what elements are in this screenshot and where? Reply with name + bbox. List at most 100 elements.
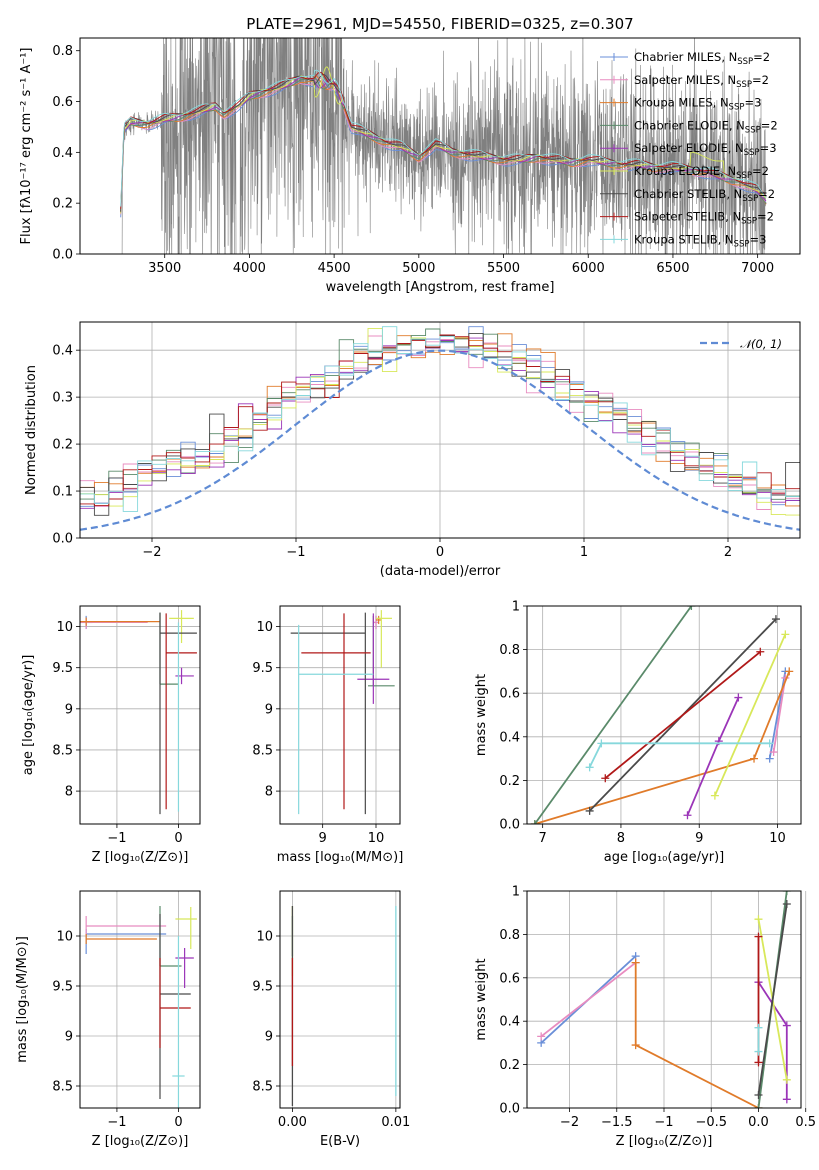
legend-label: Kroupa MILES, NSSP=3 <box>634 96 761 113</box>
weight-marker <box>754 1047 763 1056</box>
legend-suffix: =2 <box>752 164 769 178</box>
weight-marker <box>585 806 594 815</box>
x-tick-label: 4500 <box>318 261 351 276</box>
legend-label: Chabrier ELODIE, NSSP=2 <box>634 118 778 135</box>
x-tick-label: −1 <box>107 831 126 846</box>
x-axis-label: Z [log₁₀(Z/Z⊙)] <box>92 850 189 865</box>
axes-layer: 7 8 9 10 0.0 0.2 0.4 0.6 0.8 1 age [log₁₀(age/yr)]… <box>474 600 802 865</box>
x-tick-label: 10 <box>368 831 385 846</box>
x-tick-label: 9 <box>695 831 703 846</box>
errorbar-5 <box>376 610 392 668</box>
axes-frame <box>279 890 401 1109</box>
weight-marker <box>754 915 763 924</box>
plot-layer <box>85 906 197 1108</box>
y-axis-label: mass weight <box>474 958 489 1040</box>
errorbar-7 <box>301 613 371 810</box>
x-tick-label: 0 <box>174 1115 182 1130</box>
y-axis-label: Normed distribution <box>24 365 39 495</box>
x-axis-label: mass [log₁₀(M/M⊙)] <box>277 850 404 865</box>
legend-suffix: =2 <box>752 73 769 87</box>
axes-layer: 9 10 8 8.5 9 9.5 10 mass [log₁₀(M/M⊙)] <box>252 605 404 865</box>
axes-layer: 0.00 0.01 8.5 9 9.5 10 E(B-V) <box>252 890 410 1149</box>
weight-marker <box>710 791 719 800</box>
legend-subscript: SSP <box>741 217 757 227</box>
plot-layer <box>291 906 397 1106</box>
x-tick-label: 0.0 <box>748 1115 769 1130</box>
axes-frame <box>526 605 802 825</box>
weight-marker <box>782 1095 791 1104</box>
weight-marker <box>771 615 780 624</box>
errorbar-7 <box>159 958 191 1048</box>
weight-line-3 <box>534 606 693 824</box>
y-tick-label: 0.0 <box>499 818 520 833</box>
y-tick-label: 9 <box>65 702 73 717</box>
spectrum-panel: 3500 4000 4500 5000 5500 6000 6500 7000 0.0 0.2 0.… <box>19 37 801 295</box>
plot-layer <box>80 326 800 531</box>
legend-subscript: SSP <box>729 103 745 113</box>
y-tick-label: 10 <box>56 930 73 945</box>
weight-marker <box>750 754 759 763</box>
y-tick-label: 9 <box>265 702 273 717</box>
plot-layer <box>290 610 395 815</box>
weight-marker <box>631 1041 640 1050</box>
weight-marker <box>597 739 606 748</box>
axes-layer: −2 −1 0 1 2 0.0 0.1 0.2 0.3 0.4 (data-model)/error… <box>24 321 801 579</box>
weight-marker <box>769 748 778 757</box>
y-tick-label: 9 <box>265 1030 273 1045</box>
legend-label: Kroupa STELIB, NSSP=3 <box>634 232 766 249</box>
errorbar-4 <box>357 613 390 704</box>
weight-marker <box>782 1075 791 1084</box>
x-tick-label: 4000 <box>233 261 266 276</box>
grid-layer <box>527 605 801 825</box>
x-tick-label: 0.00 <box>278 1115 307 1130</box>
y-axis-label: mass weight <box>474 674 489 756</box>
axes-layer: −2 −1.5 −1 −0.5 0.0 0.5 0.0 0.2 0.4 0.6 0.8 1 Z [log… <box>474 885 816 1150</box>
spectrum-legend: Chabrier MILES, NSSP=2 Salpeter MILES, NS… <box>600 50 778 249</box>
errorbar-2 <box>85 934 157 944</box>
x-tick-label: −2 <box>560 1115 579 1130</box>
x-tick-label: 9 <box>319 831 327 846</box>
x-axis-label: wavelength [Angstrom, rest frame] <box>326 280 555 295</box>
weight-marker <box>754 932 763 941</box>
y-tick-label: 0.6 <box>52 95 73 110</box>
weight-line-1 <box>540 961 637 1038</box>
errorbar-5 <box>175 907 197 949</box>
axes-frame <box>79 605 201 825</box>
x-tick-label: 1 <box>580 545 588 560</box>
x-tick-label: 7000 <box>741 261 774 276</box>
legend-subscript: SSP <box>744 148 760 158</box>
histogram-2 <box>80 333 800 507</box>
y-tick-label: 0.2 <box>52 197 73 212</box>
y-tick-label: 0.2 <box>499 1058 520 1073</box>
legend-suffix: =2 <box>758 187 775 201</box>
legend-subscript: SSP <box>736 171 752 181</box>
errorbar-1 <box>80 618 148 630</box>
grid-layer <box>280 606 400 824</box>
x-tick-label: −0.5 <box>695 1115 727 1130</box>
weight-line-6 <box>757 903 788 1096</box>
grid-layer <box>280 891 400 1108</box>
gaussian-curve <box>80 349 800 531</box>
errorbar-6 <box>159 914 191 1099</box>
weight-marker <box>785 667 794 676</box>
legend-label-gaussian: 𝒩(0, 1) <box>740 337 782 351</box>
x-tick-label: −1 <box>654 1115 673 1130</box>
x-tick-label: −1 <box>286 545 305 560</box>
legend-label: Kroupa ELODIE, NSSP=2 <box>634 164 769 181</box>
errorbar-0 <box>85 929 167 954</box>
x-axis-label: E(B-V) <box>320 1134 360 1149</box>
weight-marker <box>754 1023 763 1032</box>
y-tick-label: 9 <box>65 1030 73 1045</box>
model-spectrum-2 <box>120 75 767 213</box>
z-mass-panel: −1 0 8.5 9 9.5 10 Z [log₁₀(Z/Z⊙)] mass [log₁₀(M… <box>15 890 201 1149</box>
weight-marker <box>754 1090 763 1099</box>
errorbar-6 <box>290 612 366 815</box>
weight-line-1 <box>772 677 787 753</box>
axes-layer: −1 0 8 8.5 9 9.5 10 Z [log₁₀(Z/Z⊙)] age [log₁₀(a… <box>21 605 201 865</box>
weight-line-5 <box>714 633 787 797</box>
weight-marker <box>601 774 610 783</box>
y-tick-label: 8.5 <box>52 743 73 758</box>
errorbar-8 <box>298 624 374 815</box>
figure-title: PLATE=2961, MJD=54550, FIBERID=0325, z=0… <box>246 15 633 33</box>
